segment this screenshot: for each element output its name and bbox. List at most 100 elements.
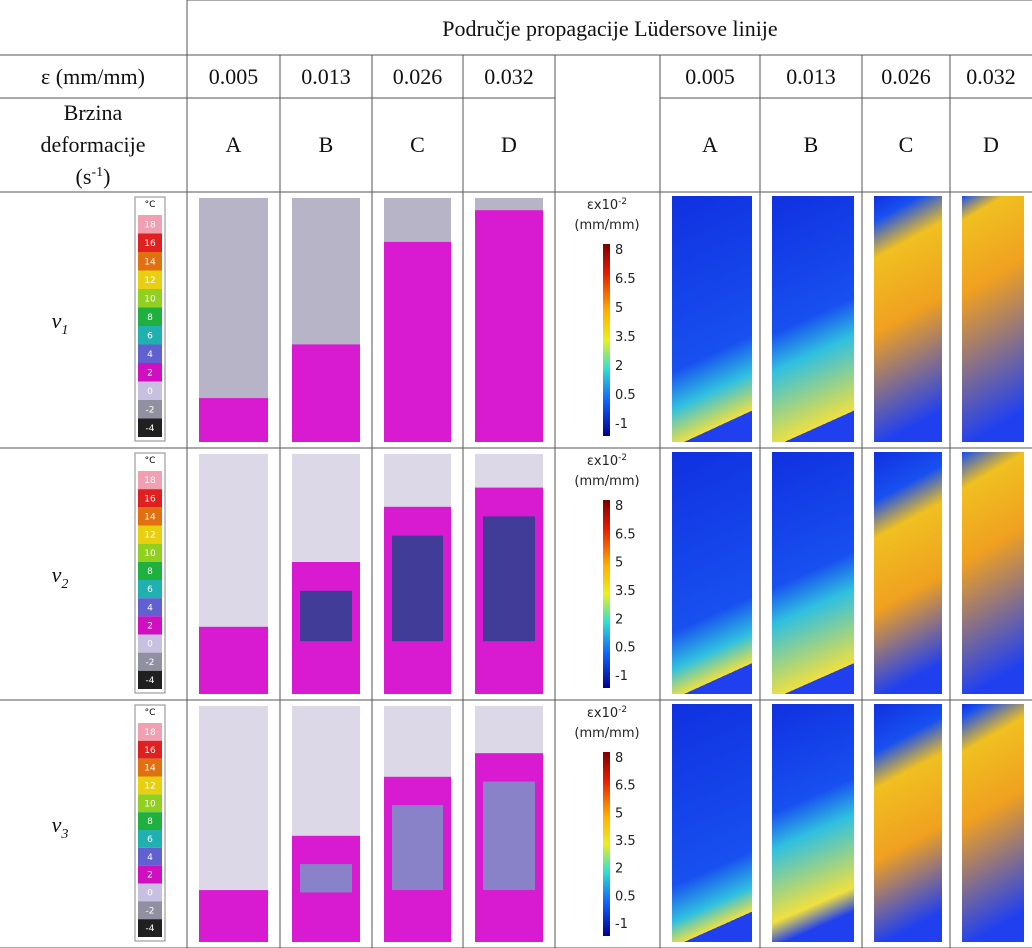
thermal-scale-label: 4 [147,603,153,613]
specimen-label: D [501,132,517,157]
specimen-label: B [319,132,334,157]
strain-scale-label: 2 [615,359,623,374]
thermal-scale-swatch [138,400,162,419]
specimen-label: A [702,132,718,157]
strain-value: 0.013 [786,64,836,89]
strain-value: 0.013 [301,64,351,89]
thermal-scale-label: 14 [144,764,156,774]
strain-scale-label: 0.5 [615,641,636,656]
thermal-scale-swatch [138,489,162,508]
strain-scale-label: -1 [615,417,628,432]
rate-symbol-sub: 2 [61,577,68,592]
strain-scale-bar [603,244,610,436]
strain-value: 0.005 [685,64,735,89]
strain-scale-label: 6.5 [615,272,636,287]
thermal-core [483,516,535,642]
thermal-scale-swatch [138,616,162,635]
thermal-scale-swatch [138,634,162,653]
thermal-scale-swatch [138,847,162,866]
thermal-scale-label: 10 [144,799,156,809]
thermal-scale-label: 12 [144,531,155,541]
dic-image [962,704,1024,942]
thermal-scale-label: 4 [147,853,153,863]
strain-scale-label: 2 [615,862,623,877]
thermal-scale-label: -4 [146,424,155,434]
strain-scale-title: εx10-2 [587,453,627,469]
thermal-scale-swatch [138,363,162,382]
thermal-scale-label: 18 [144,476,156,486]
rate-unit-close: ) [103,164,110,189]
thermal-scale-unit: °C [145,200,156,210]
thermal-scale-label: 16 [144,746,156,756]
rate-symbol: v3 [52,812,69,842]
thermal-scale-swatch [138,919,162,937]
thermal-scale-label: 10 [144,294,156,304]
thermal-scale-label: 12 [144,276,155,286]
rate-unit-open: (s [76,164,92,189]
specimen-label: C [410,132,425,157]
strain-scale-label: 8 [615,243,623,258]
thermal-scale-swatch [138,723,162,741]
thermal-scale-label: -4 [146,924,155,934]
thermal-scale-label: 14 [144,512,156,522]
strain-scale-label: 6.5 [615,527,636,542]
dic-image [874,196,942,442]
thermal-scale-label: 14 [144,257,156,267]
specimen-label: C [899,132,914,157]
strain-scale-title: εx10-2 [587,705,627,721]
dic-image [874,704,942,942]
thermal-scale-swatch [138,471,162,490]
dic-image [874,452,942,694]
strain-scale-label: 0.5 [615,388,636,403]
specimen-label: D [983,132,999,157]
thermal-scale-label: 0 [147,387,153,397]
thermal-scale-unit: °C [145,708,156,718]
strain-scale-label: -1 [615,669,628,684]
rate-symbol-letter: v [52,812,62,837]
thermal-scale-swatch [138,215,162,234]
thermal-scale-swatch [138,830,162,848]
strain-scale-unit: (mm/mm) [574,218,639,233]
thermal-scale-label: 10 [144,549,156,559]
dic-image [772,704,854,942]
thermal-scale-label: 12 [144,781,155,791]
strain-scale-base: εx10 [587,198,618,213]
thermal-scale-swatch [138,598,162,617]
thermal-scale-label: 16 [144,494,156,504]
thermal-scale-swatch [138,580,162,599]
thermal-band [199,626,268,694]
thermal-core [300,864,352,893]
dic-image [672,452,752,694]
thermal-band [384,241,451,442]
thermal-scale-swatch [138,381,162,400]
thermal-scale-label: 8 [147,817,153,827]
strain-scale-bar [603,500,610,688]
strain-value: 0.032 [966,64,1016,89]
strain-scale-label: 5 [615,556,623,571]
thermal-band [199,398,268,442]
strain-scale-label: 5 [615,806,623,821]
strain-scale-label: 5 [615,301,623,316]
strain-scale-exp: -2 [618,705,627,715]
thermal-scale-swatch [138,326,162,345]
strain-scale-unit: (mm/mm) [574,474,639,489]
thermal-scale-swatch [138,252,162,271]
thermal-scale-swatch [138,740,162,759]
thermal-scale-swatch [138,865,162,884]
rate-symbol-sub: 3 [60,827,68,842]
thermal-scale-swatch [138,307,162,326]
thermal-scale-swatch [138,652,162,671]
thermal-scale-swatch [138,901,162,920]
dic-image [772,196,854,442]
thermal-scale-swatch [138,812,162,830]
thermal-scale-swatch [138,418,162,437]
thermal-scale-swatch [138,670,162,689]
strain-scale-label: 3.5 [615,834,636,849]
strain-scale-label: 8 [615,751,623,766]
thermal-scale-label: 4 [147,350,153,360]
dic-image [672,196,752,442]
dic-image [772,452,854,694]
dic-image [672,704,752,942]
thermal-scale-label: 6 [147,585,153,595]
strain-scale-exp: -2 [618,197,627,207]
